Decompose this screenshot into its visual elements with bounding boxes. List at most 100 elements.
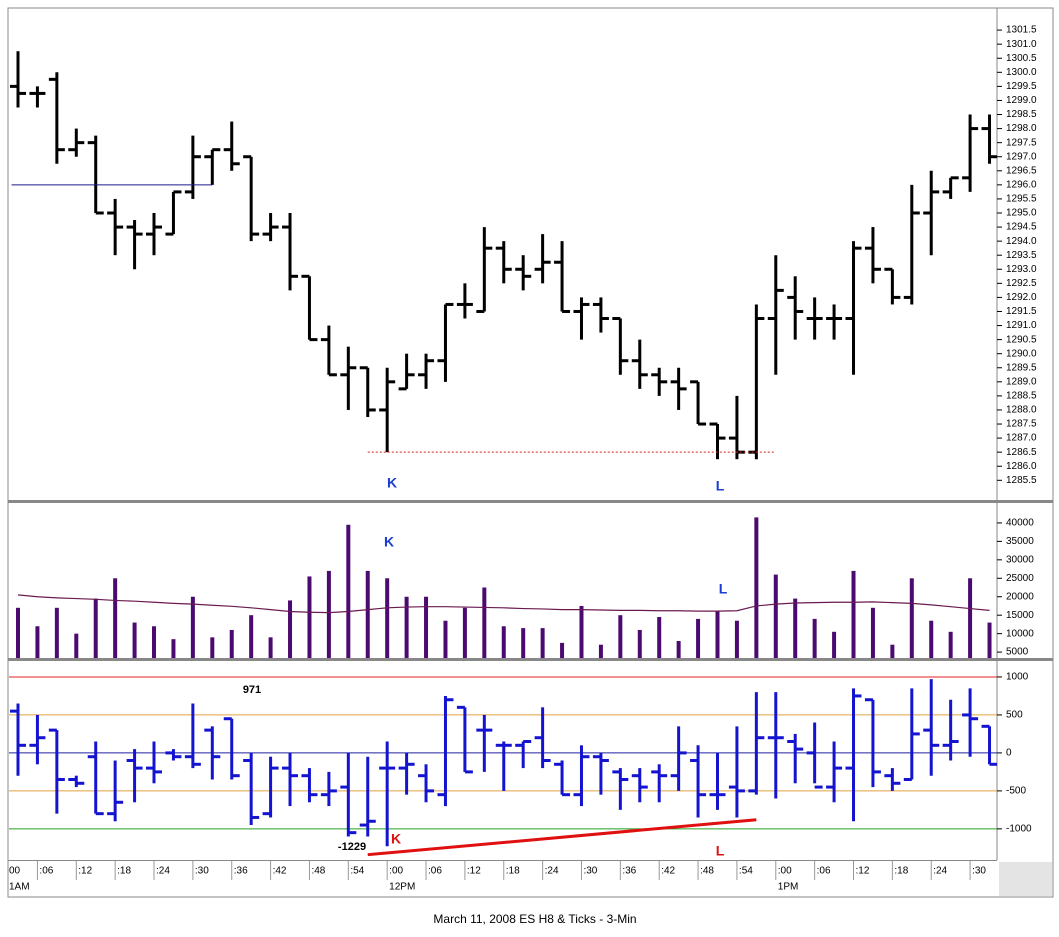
y-tick-label: 1286.0 [1006,461,1037,472]
x-tick-label: :36 [234,866,248,877]
volume-bar [870,607,875,658]
volume-bar [171,639,176,658]
volume-bar [210,637,215,658]
x-tick-label: :18 [506,866,520,877]
volume-bar [540,628,545,658]
x-tick-label: :30 [972,866,986,877]
volume-bar [93,598,98,658]
frame [7,7,1054,898]
annotation: K [384,534,394,550]
y-tick-label: 1296.0 [1006,180,1037,191]
volume-bar [35,626,40,658]
y-tick-label: 1295.0 [1006,208,1037,219]
volume-bar [676,641,681,658]
y-tick-label: 1291.0 [1006,320,1037,331]
x-tick-label: :00 [389,866,403,877]
y-tick-label: 1294.5 [1006,222,1037,233]
y-tick-label: 1295.5 [1006,194,1037,205]
volume-bar [365,570,370,658]
x-sublabel: 1PM [778,882,799,893]
volume-bar [152,626,157,658]
y-tick-label: 1296.5 [1006,165,1037,176]
volume-bar [851,570,856,658]
annotation: -1229 [338,841,366,853]
y-tick-label: 1300.0 [1006,67,1037,78]
y-tick-label: 1289.5 [1006,362,1037,373]
volume-bar [773,574,778,658]
x-tick-label: :54 [739,866,753,877]
y-tick-label: 1292.5 [1006,278,1037,289]
volume-bar [579,605,584,658]
volume-bar [715,611,720,658]
volume-bar [113,578,118,658]
y-tick-label: 40000 [1006,518,1034,529]
volume-bar [754,517,759,658]
y-tick-label: 1291.5 [1006,306,1037,317]
volume-bar [249,615,254,658]
y-tick-label: 1299.5 [1006,81,1037,92]
y-tick-label: 1000 [1006,672,1029,683]
y-tick-label: 1290.5 [1006,334,1037,345]
x-tick-label: :42 [661,866,675,877]
y-tick-label: 1293.0 [1006,264,1037,275]
y-tick-label: 15000 [1006,610,1034,621]
x-sublabel: 1AM [9,882,30,893]
volume-bar [288,600,293,658]
annotation: L [716,478,725,494]
volume-bar [132,622,137,658]
volume-bar [637,629,642,658]
volume-bar [229,629,234,658]
x-tick-label: :48 [311,866,325,877]
volume-bar [987,622,992,658]
x-tick-label: :24 [933,866,947,877]
y-tick-label: 30000 [1006,554,1034,565]
volume-bar [190,596,195,658]
volume-bar [598,644,603,658]
volume-bar [890,644,895,658]
volume-bar [696,618,701,658]
volume-bar [968,578,973,658]
axes: 1285.5 1286.0 1286.5 1287.0 1287.5 1288.0 1288… [9,25,1037,893]
volume-bar [793,598,798,658]
y-tick-label: 1285.5 [1006,475,1037,486]
volume-bar [268,637,273,658]
x-tick-label: :06 [428,866,442,877]
y-tick-label: 1298.0 [1006,123,1037,134]
y-tick-label: 1289.0 [1006,376,1037,387]
annotation: L [716,843,725,859]
x-tick-label: :30 [583,866,597,877]
x-tick-label: :06 [39,866,53,877]
x-tick-label: :06 [817,866,831,877]
y-tick-label: 0 [1006,748,1012,759]
volume-bar [909,578,914,658]
volume-bar [832,631,837,658]
volume-bar [385,578,390,658]
y-tick-label: 1298.5 [1006,109,1037,120]
volume-bar [948,631,953,658]
annotation: K [387,475,397,491]
volume-bar [734,620,739,658]
volume-bar [812,618,817,658]
y-tick-label: 1292.0 [1006,292,1037,303]
volume-bar [307,576,312,658]
x-tick-label: :36 [622,866,636,877]
x-tick-label: :48 [700,866,714,877]
volume-bar [443,620,448,658]
y-tick-label: 1288.0 [1006,405,1037,416]
y-tick-label: 1287.5 [1006,419,1037,430]
volume-bar [482,587,487,658]
moving-average [17,594,990,614]
plots [9,51,997,847]
y-tick-label: 1293.5 [1006,250,1037,261]
y-tick-label: 35000 [1006,536,1034,547]
x-tick-label: :18 [894,866,908,877]
y-tick-label: 1300.5 [1006,53,1037,64]
volume-bar [501,626,506,658]
corner [999,862,1052,896]
y-tick-label: -1000 [1006,823,1032,834]
volume-bar [74,633,79,658]
x-tick-label: :12 [856,866,870,877]
y-tick-label: 20000 [1006,591,1034,602]
